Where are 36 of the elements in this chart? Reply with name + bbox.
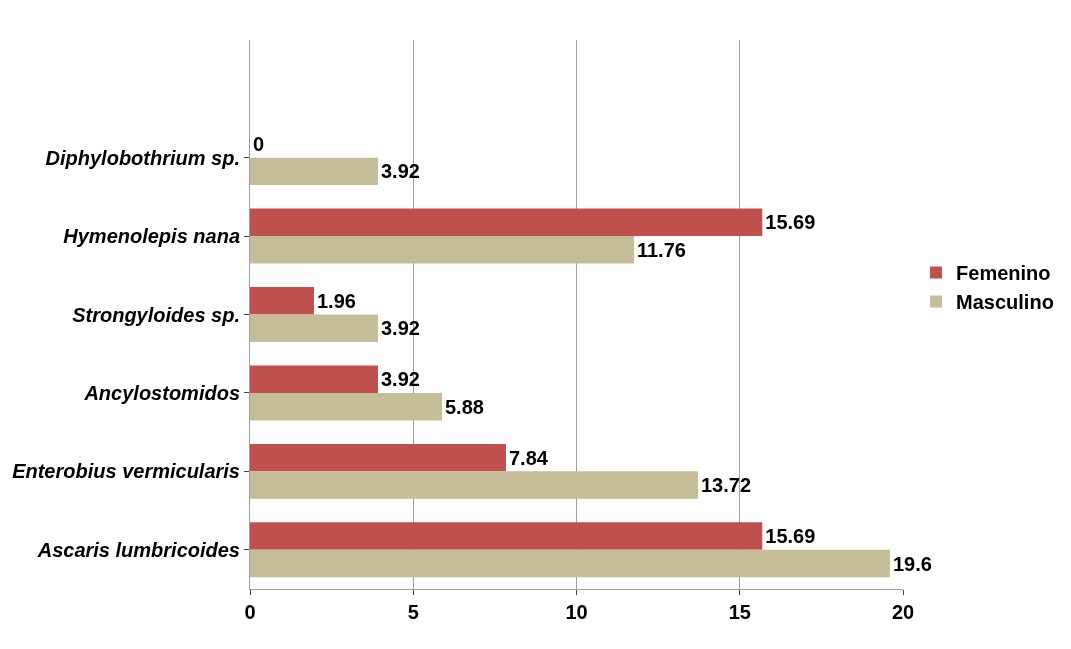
data-label: 15.69 (765, 525, 816, 548)
x-tick-label: 5 (407, 601, 419, 623)
bar (250, 365, 378, 393)
legend-label: Masculino (956, 291, 1054, 314)
bar (250, 443, 506, 472)
bar (250, 236, 634, 264)
data-label: 1.96 (316, 289, 356, 312)
data-label: 15.69 (765, 211, 816, 234)
bar (250, 471, 698, 499)
bar (250, 157, 378, 186)
data-label: 0 (253, 132, 265, 155)
y-tick-label: Ancylostomidos (83, 381, 240, 404)
data-label: 3.92 (380, 317, 420, 340)
data-label: 3.92 (380, 368, 420, 391)
bar (250, 549, 890, 578)
data-label: 5.88 (444, 395, 484, 418)
y-tick-label: Enterobius vermicularis (12, 460, 240, 483)
x-tick-label: 20 (891, 601, 915, 623)
bar (250, 392, 442, 421)
x-tick-label: 10 (565, 601, 588, 623)
data-label: 11.76 (636, 238, 686, 261)
data-label: 13.72 (700, 474, 752, 497)
bar (250, 522, 763, 550)
y-tick-label: Ascaris lumbricoides (36, 538, 240, 561)
data-label: 19.6 (892, 552, 932, 575)
y-tick-label: Strongyloides sp. (72, 303, 240, 326)
y-tick-label: Diphylobothrium sp. (45, 146, 240, 169)
y-tick-label: Hymenolepis nana (63, 225, 240, 248)
x-tick-label: 15 (728, 601, 751, 623)
data-label: 3.92 (380, 160, 420, 183)
bar (250, 314, 378, 342)
x-tick-label: 0 (244, 601, 256, 623)
bar (250, 208, 763, 237)
legend-label: Femenino (956, 262, 1051, 285)
bar (250, 287, 314, 315)
data-label: 7.84 (508, 446, 549, 469)
